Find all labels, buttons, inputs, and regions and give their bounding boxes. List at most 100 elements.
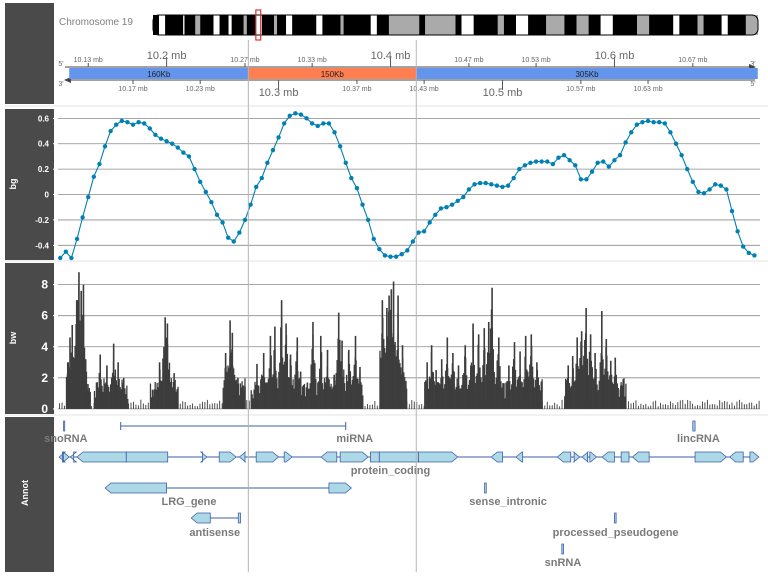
- strand-label: 5': [58, 61, 63, 68]
- bw-bar: [592, 379, 594, 409]
- bw-bar: [201, 401, 203, 409]
- bw-bar: [425, 380, 427, 409]
- bw-bar: [468, 380, 471, 409]
- chromosome-band: [649, 15, 674, 35]
- bg-data-point: [304, 116, 309, 121]
- bw-bar: [461, 384, 463, 409]
- chromosome-band: [213, 15, 220, 35]
- chromosome-band: [697, 15, 704, 35]
- chromosome-band: [255, 15, 262, 35]
- bg-data-point: [181, 150, 186, 155]
- bw-bar: [59, 403, 61, 409]
- bw-bar: [475, 376, 477, 409]
- bw-bar: [299, 371, 302, 409]
- bw-bar: [177, 386, 179, 409]
- bg-data-point: [142, 121, 147, 126]
- bg-data-point: [612, 158, 617, 163]
- bg-data-point: [489, 182, 494, 187]
- bw-bar: [233, 368, 235, 409]
- bw-bar: [564, 396, 566, 409]
- bw-bar: [276, 378, 278, 409]
- bg-data-point: [718, 183, 724, 188]
- bw-bar: [70, 352, 72, 409]
- bw-bar: [167, 369, 170, 409]
- bw-bar: [343, 369, 345, 409]
- bw-bar: [317, 382, 319, 409]
- bw-bar: [125, 394, 127, 409]
- bw-bar: [608, 379, 610, 409]
- bg-series-line: [59, 112, 755, 260]
- bw-bar: [352, 376, 354, 409]
- bg-data-point: [511, 175, 516, 181]
- bw-bar: [226, 371, 228, 409]
- annotation-feature: [620, 451, 630, 463]
- bw-bar: [428, 376, 431, 409]
- bw-bar: [621, 385, 623, 409]
- bg-data-point: [74, 236, 80, 242]
- bw-bar: [147, 402, 149, 409]
- bw-bar: [470, 362, 473, 409]
- bg-data-point: [416, 230, 421, 235]
- bg-data-point: [617, 152, 623, 158]
- bw-bar: [662, 404, 664, 409]
- bw-bar: [337, 312, 340, 409]
- bw-bar: [529, 364, 531, 409]
- bw-bar: [219, 400, 221, 409]
- bg-data-point: [186, 154, 192, 159]
- bw-bar: [753, 405, 755, 409]
- bw-bar: [453, 371, 455, 409]
- bw-bar: [748, 402, 750, 409]
- bg-data-point: [220, 220, 225, 225]
- bw-bar: [446, 337, 449, 409]
- bw-bar: [716, 405, 718, 409]
- bw-bar: [135, 404, 137, 409]
- bg-data-point: [461, 194, 466, 200]
- bw-bar: [107, 384, 109, 409]
- bg-y-tick-label: 0: [45, 191, 50, 200]
- bw-bar: [97, 387, 99, 409]
- bw-bar: [622, 379, 624, 409]
- bw-bar: [512, 366, 514, 409]
- bw-bar: [347, 349, 350, 409]
- genome-axis-track: 160Kb 150Kb 305Kb 10.2 mb 10.4 mb 10.6 mb 10.1…: [58, 50, 758, 99]
- bw-bar: [517, 377, 520, 409]
- bw-bar: [246, 400, 248, 409]
- axis-major-label: 10.6 mb: [595, 50, 635, 62]
- bw-bar: [325, 376, 328, 409]
- bw-bar: [669, 401, 671, 409]
- bw-bar: [379, 350, 381, 409]
- bw-bar: [405, 380, 407, 409]
- bw-bar: [756, 403, 758, 409]
- bw-bar: [427, 388, 430, 409]
- bw-bar: [140, 399, 142, 409]
- bw-bar: [281, 357, 284, 409]
- bw-bar: [421, 404, 423, 409]
- bw-bar: [595, 368, 597, 409]
- chromosome-band: [343, 15, 371, 35]
- bw-bar: [603, 374, 605, 409]
- bw-bar: [400, 367, 402, 409]
- bg-data-point: [589, 169, 595, 174]
- chromosome-band: [159, 15, 166, 35]
- bg-data-point: [203, 189, 208, 195]
- bg-data-point: [293, 111, 298, 116]
- bw-bar: [326, 349, 329, 409]
- bw-bar: [507, 380, 509, 409]
- bw-bar: [672, 403, 674, 409]
- bw-bar: [503, 383, 505, 409]
- bw-bar: [502, 383, 504, 409]
- bw-bar: [398, 359, 400, 409]
- axis-major-label: 10.2 mb: [147, 50, 187, 62]
- bw-bar: [404, 377, 406, 409]
- bw-bar: [724, 401, 726, 409]
- bw-bar: [209, 404, 211, 409]
- bw-bar: [278, 371, 280, 409]
- chromosome-band: [370, 15, 377, 35]
- bw-bar: [689, 400, 691, 409]
- bg-data-point: [231, 239, 236, 244]
- bw-bar: [440, 359, 443, 409]
- bw-bar: [294, 374, 296, 409]
- bw-bar: [354, 335, 357, 409]
- bg-data-point: [550, 161, 556, 167]
- bw-bar: [714, 404, 716, 409]
